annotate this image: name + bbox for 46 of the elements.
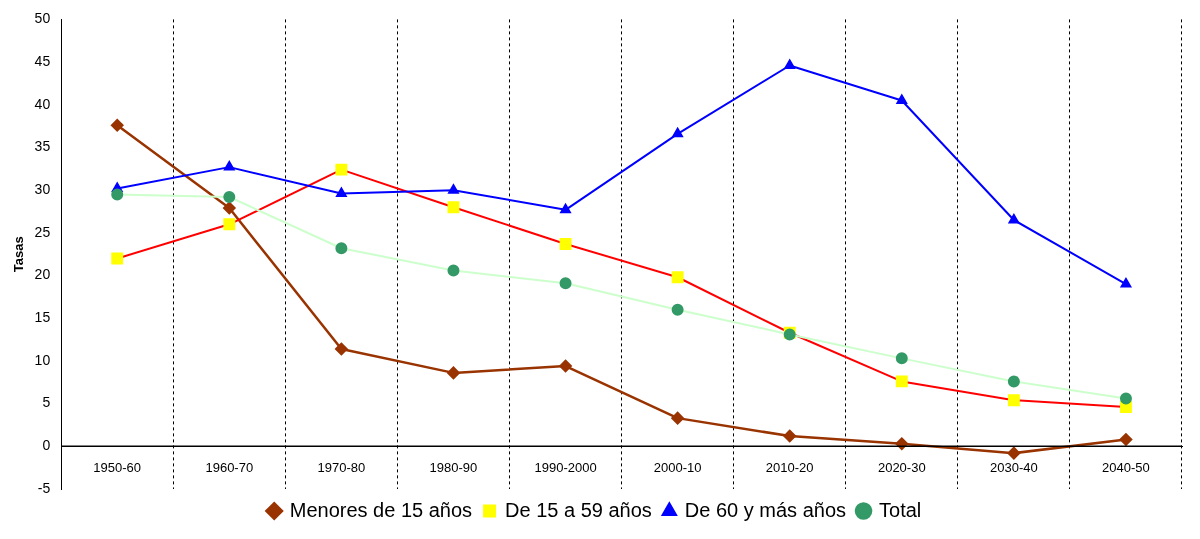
point bbox=[448, 184, 459, 194]
point bbox=[1120, 278, 1132, 288]
point bbox=[672, 127, 683, 138]
point bbox=[447, 366, 460, 380]
x-tick-label: 2020-30 bbox=[877, 459, 926, 475]
x-tick-label: 2010-20 bbox=[765, 459, 814, 475]
y-tick-label: 20 bbox=[34, 266, 51, 283]
y-tick-label: -5 bbox=[37, 479, 51, 496]
point bbox=[110, 119, 124, 132]
x-tick-label: 1950-60 bbox=[93, 459, 142, 475]
point bbox=[895, 437, 909, 450]
legend-label: Menores de 15 años bbox=[289, 498, 473, 521]
point bbox=[223, 161, 235, 171]
point bbox=[559, 359, 572, 373]
x-tick-label: 2040-50 bbox=[1102, 459, 1150, 475]
point bbox=[223, 201, 236, 215]
point bbox=[560, 203, 571, 214]
x-tick-label: 1960-70 bbox=[205, 459, 254, 475]
point bbox=[1007, 446, 1021, 460]
y-tick-label: 0 bbox=[42, 437, 51, 454]
point bbox=[1119, 433, 1133, 446]
y-tick-label: 35 bbox=[34, 138, 51, 155]
point bbox=[335, 342, 348, 356]
y-tick-label: 50 bbox=[34, 10, 51, 27]
x-tick-label: 1990-2000 bbox=[534, 459, 597, 475]
legend-label: De 60 y más años bbox=[684, 498, 847, 521]
y-tick-label: 25 bbox=[34, 223, 51, 240]
legend-label: Total bbox=[879, 498, 922, 521]
x-tick-label: 1980-90 bbox=[429, 459, 478, 475]
y-axis-title: Tasas bbox=[11, 236, 27, 273]
y-tick-label: 10 bbox=[34, 351, 51, 368]
y-tick-label: 5 bbox=[42, 394, 51, 411]
point bbox=[783, 429, 796, 443]
point bbox=[336, 187, 347, 198]
y-tick-label: 15 bbox=[34, 309, 51, 326]
x-tick-label: 2030-40 bbox=[990, 459, 1038, 475]
y-tick-label: 45 bbox=[34, 52, 51, 69]
legend-label: De 15 a 59 años bbox=[505, 498, 652, 521]
point bbox=[896, 94, 908, 105]
point bbox=[671, 411, 684, 425]
x-tick-label: 2000-10 bbox=[653, 459, 702, 475]
y-tick-label: 30 bbox=[34, 181, 51, 198]
y-tick-label: 40 bbox=[34, 95, 51, 112]
x-tick-label: 1970-80 bbox=[317, 459, 366, 475]
point bbox=[1008, 214, 1020, 224]
point bbox=[784, 59, 796, 70]
